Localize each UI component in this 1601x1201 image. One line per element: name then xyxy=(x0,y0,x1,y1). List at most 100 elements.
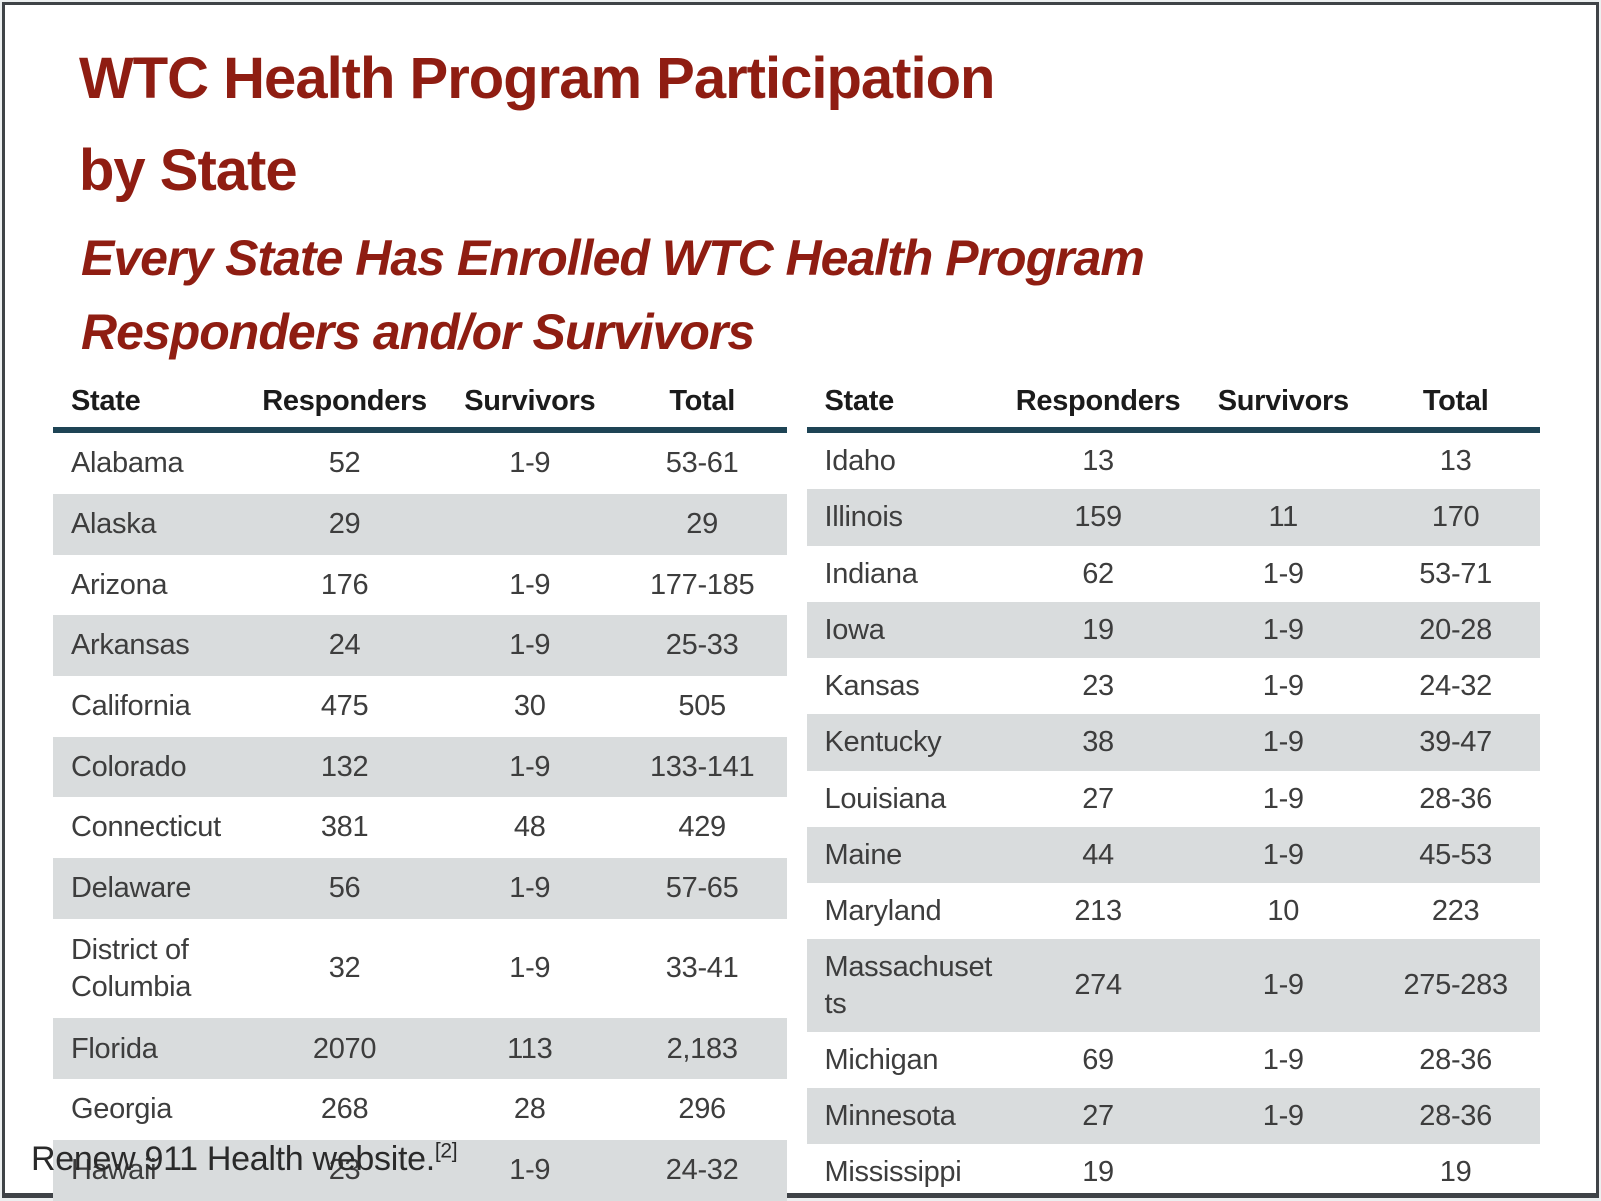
column-header-total: Total xyxy=(1371,385,1540,433)
table-row: Alaska 29 29 xyxy=(53,493,787,555)
responders-cell: 69 xyxy=(1082,1043,1114,1076)
survivors-cell: 11 xyxy=(1268,501,1299,534)
state-cell: Alaska xyxy=(71,508,157,541)
table-row: Mississippi 19 19 xyxy=(807,1144,1541,1200)
responders-cell: 23 xyxy=(328,1153,361,1186)
table-row: Hawaii 23 1-9 24-32 xyxy=(53,1139,787,1201)
responders-cell: 176 xyxy=(320,568,369,601)
page-title-line2: by State xyxy=(79,138,298,203)
survivors-cell: 28 xyxy=(513,1093,546,1126)
table-header: State Responders Survivors Total xyxy=(806,385,1540,433)
responders-cell: 24 xyxy=(328,629,361,662)
responders-cell: 2070 xyxy=(312,1032,377,1065)
column-header-responders: Responders xyxy=(247,385,442,433)
source-note-text: Renew 911 Health website. xyxy=(31,1140,435,1178)
total-cell: 2,183 xyxy=(666,1032,738,1065)
source-note: Renew 911 Health website.[2] xyxy=(31,1139,458,1179)
responders-cell: 381 xyxy=(320,811,369,844)
survivors-cell: 1-9 xyxy=(1262,782,1304,815)
state-cell: Hawaii xyxy=(71,1153,157,1186)
state-cell: Arkansas xyxy=(71,629,190,662)
table-row: Georgia 268 28 296 xyxy=(53,1079,787,1140)
survivors-cell: 1-9 xyxy=(509,952,551,985)
survivors-cell: 1-9 xyxy=(509,447,551,480)
survivors-cell: 1-9 xyxy=(509,750,551,783)
column-header-state: State xyxy=(53,385,248,433)
survivors-cell: 1-9 xyxy=(1262,1100,1304,1132)
table-row: Illinois 159 11 170 xyxy=(806,489,1540,546)
total-cell: 223 xyxy=(1431,895,1480,927)
responders-cell: 268 xyxy=(320,1093,369,1126)
survivors-cell: 1-9 xyxy=(1262,969,1304,1002)
survivors-cell: 1-9 xyxy=(509,872,551,905)
state-table-right: State Responders Survivors Total Idaho 13… xyxy=(806,385,1541,1201)
responders-cell: 132 xyxy=(320,750,369,783)
table-row: Connecticut 381 48 429 xyxy=(53,797,787,858)
table-row: Kentucky 38 1-9 39-47 xyxy=(806,714,1540,771)
responders-cell: 475 xyxy=(320,690,369,723)
responders-cell: 159 xyxy=(1074,501,1122,534)
table-row: Arizona 176 1-9 177-185 xyxy=(53,555,787,616)
footer-citation: [2] xyxy=(434,1139,458,1163)
state-cell: Georgia xyxy=(71,1093,173,1126)
total-cell: 13 xyxy=(1439,445,1472,477)
responders-cell: 44 xyxy=(1082,838,1114,871)
survivors-cell xyxy=(1195,1144,1371,1200)
table-row: Florida 2070 113 2,183 xyxy=(53,1018,787,1080)
state-cell: Iowa xyxy=(824,613,885,646)
total-cell: 25-33 xyxy=(665,629,739,662)
column-header-state: State xyxy=(806,385,1001,433)
table-row: Michigan 69 1-9 28-36 xyxy=(807,1032,1541,1088)
responders-cell: 27 xyxy=(1082,782,1114,815)
table-row: Maine 44 1-9 45-53 xyxy=(806,826,1540,883)
survivors-cell: 1-9 xyxy=(1262,613,1304,646)
state-cell: Maine xyxy=(824,838,903,871)
total-cell: 53-61 xyxy=(665,447,739,480)
total-cell: 20-28 xyxy=(1419,613,1492,646)
responders-cell: 213 xyxy=(1074,895,1122,927)
survivors-cell: 1-9 xyxy=(509,629,551,662)
survivors-cell xyxy=(1195,430,1371,489)
total-cell: 29 xyxy=(686,508,718,541)
survivors-cell xyxy=(442,494,618,555)
responders-cell: 38 xyxy=(1082,726,1114,759)
total-cell: 57-65 xyxy=(665,872,739,905)
survivors-cell: 48 xyxy=(513,811,546,844)
state-cell: Idaho xyxy=(824,445,896,477)
survivors-cell: 1-9 xyxy=(1262,670,1304,702)
responders-cell: 27 xyxy=(1082,1100,1114,1132)
state-cell: Illinois xyxy=(824,501,903,534)
state-cell: Kansas xyxy=(824,670,920,702)
survivors-cell: 1-9 xyxy=(509,1153,551,1186)
table-row: Indiana 62 1-9 53-71 xyxy=(807,546,1541,602)
state-cell: Louisiana xyxy=(824,782,947,815)
state-cell: Kentucky xyxy=(824,726,942,759)
state-cell: Florida xyxy=(71,1032,158,1065)
state-cell: District of Columbia xyxy=(71,934,192,1003)
total-cell: 33-41 xyxy=(665,952,739,985)
survivors-cell: 10 xyxy=(1267,895,1300,927)
column-header-responders: Responders xyxy=(1000,385,1196,433)
state-cell: Alabama xyxy=(71,447,184,480)
state-cell: California xyxy=(71,690,191,723)
total-cell: 28-36 xyxy=(1419,782,1492,815)
total-cell: 28-36 xyxy=(1419,1100,1492,1132)
table-body: Idaho 13 13 Illinois 159 11 170 Indiana 62 1-9 53-… xyxy=(806,430,1541,1201)
total-cell: 275-283 xyxy=(1403,969,1508,1002)
responders-cell: 52 xyxy=(328,447,361,480)
responders-cell: 62 xyxy=(1082,557,1114,590)
page-title: WTC Health Program Participation by Stat… xyxy=(79,33,1556,217)
responders-cell: 29 xyxy=(328,508,361,541)
column-header-total: Total xyxy=(617,385,787,433)
table-row: Delaware 56 1-9 57-65 xyxy=(53,857,787,919)
total-cell: 39-47 xyxy=(1419,726,1492,759)
state-table-left: State Responders Survivors Total Alabama… xyxy=(53,385,787,1201)
survivors-cell: 113 xyxy=(507,1032,553,1065)
table-row: Louisiana 27 1-9 28-36 xyxy=(807,771,1541,827)
survivors-cell: 1-9 xyxy=(1262,838,1304,871)
table-body: Alabama 52 1-9 53-61 Alaska 29 29 Arizona 176 1-9… xyxy=(53,430,787,1201)
table-row: District of Columbia 32 1-9 33-41 xyxy=(53,919,787,1019)
survivors-cell: 1-9 xyxy=(1262,1043,1304,1076)
responders-cell: 23 xyxy=(1082,670,1114,702)
state-cell: Indiana xyxy=(824,557,918,590)
